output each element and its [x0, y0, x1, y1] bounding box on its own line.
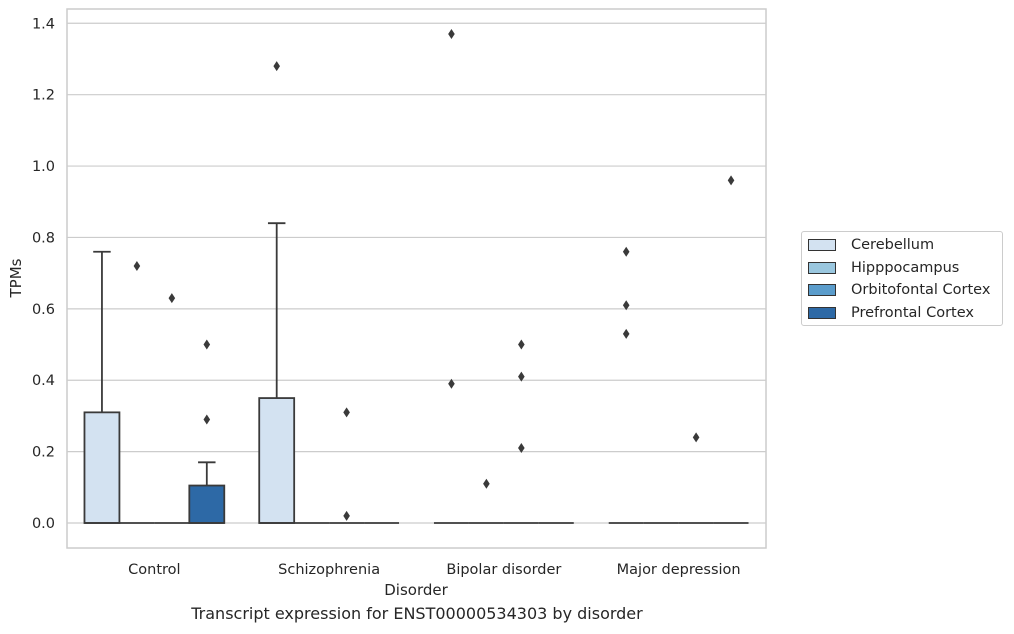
box-cerebellum: [258, 222, 296, 524]
y-tick-label: 1.0: [32, 159, 55, 175]
outlier-point: [518, 443, 525, 454]
outlier-point: [168, 293, 176, 304]
outlier-point: [518, 371, 525, 382]
x-tick-label: Control: [128, 562, 180, 578]
plot-frame: [66, 8, 767, 549]
y-tick-label: 0.6: [32, 302, 55, 318]
outlier-point: [692, 432, 700, 443]
y-tick-labels: 0.0 0.2 0.4 0.6 0.8 1.0 1.2 1.4: [32, 16, 55, 532]
outlier-point: [727, 175, 735, 186]
outlier-point: [622, 300, 630, 311]
y-tick-label: 1.2: [32, 88, 55, 104]
x-tick-label: Major depression: [617, 562, 741, 578]
x-axis-label: Disorder: [384, 581, 448, 599]
legend-swatch-hipppocampus: [808, 262, 836, 274]
outlier-point: [343, 407, 350, 418]
outlier-point: [203, 339, 211, 350]
legend-label: Cerebellum: [851, 237, 935, 253]
legend-item-cerebellum: Cerebellum: [808, 235, 934, 255]
box-cerebellum: [83, 250, 121, 524]
box-groups: [83, 222, 749, 524]
outlier-point: [273, 61, 280, 72]
x-tick-label: Bipolar disorder: [446, 562, 561, 578]
legend-label: Orbitofontal Cortex: [851, 282, 991, 298]
box-prefrontal-cortex: [188, 461, 226, 524]
outlier-point: [622, 328, 630, 339]
box-body: [188, 484, 226, 524]
legend-swatch-orbitofontal-cortex: [808, 284, 836, 296]
legend-item-hipppocampus: Hipppocampus: [808, 258, 959, 278]
y-tick-label: 1.4: [32, 16, 55, 32]
box-body: [83, 411, 121, 524]
y-tick-label: 0.2: [32, 445, 55, 461]
legend: Cerebellum Hipppocampus Orbitofontal Cor…: [801, 231, 1003, 326]
x-tick-label: Schizophrenia: [278, 562, 380, 578]
outlier-point: [133, 261, 141, 272]
legend-swatch-prefrontal-cortex: [808, 307, 836, 319]
grid-lines: [67, 22, 766, 524]
outlier-point: [448, 28, 455, 39]
y-tick-label: 0.0: [32, 516, 55, 532]
outlier-point: [518, 339, 525, 350]
legend-label: Hipppocampus: [851, 260, 960, 276]
outlier-point: [622, 246, 630, 257]
legend-item-prefrontal-cortex: Prefrontal Cortex: [808, 303, 974, 323]
legend-swatch-cerebellum: [808, 239, 836, 251]
y-tick-label: 0.4: [32, 373, 55, 389]
legend-item-orbitofontal-cortex: Orbitofontal Cortex: [808, 280, 990, 300]
outlier-point: [343, 510, 350, 521]
x-tick-labels: Control Schizophrenia Bipolar disorder Majo…: [128, 562, 740, 578]
legend-label: Prefrontal Cortex: [851, 305, 974, 321]
outlier-point: [483, 478, 490, 489]
y-axis-label: TPMs: [7, 258, 25, 298]
figure-caption: Transcript expression for ENST0000053430…: [191, 604, 643, 623]
outlier-point: [448, 378, 455, 389]
box-body: [258, 397, 296, 524]
outlier-points: [133, 28, 735, 521]
y-tick-label: 0.8: [32, 230, 55, 246]
outlier-point: [203, 414, 211, 425]
